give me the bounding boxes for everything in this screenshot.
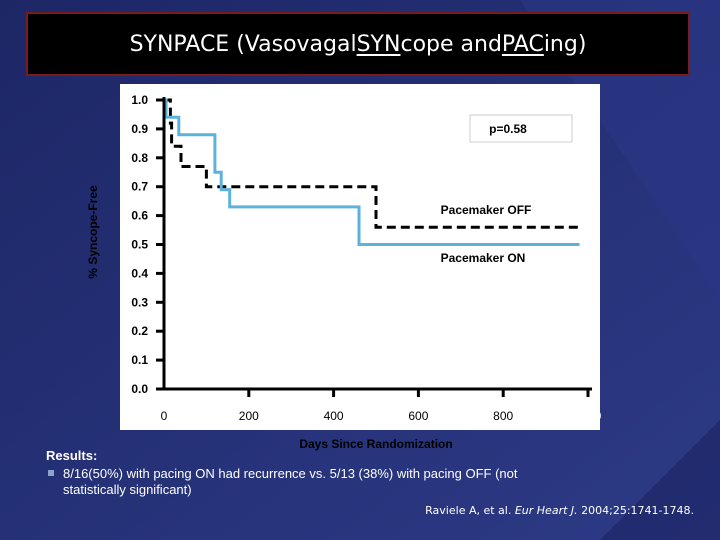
y-tick-label: 0.7 [131, 180, 148, 194]
x-axis-label: Days Since Randomization [299, 437, 452, 451]
title-part-4: PAC [501, 31, 544, 57]
citation: Raviele A, et al. Eur Heart J. 2004;25:1… [425, 504, 694, 517]
results-item-text: 8/16(50%) with pacing ON had recurrence … [63, 466, 518, 497]
bullet-icon [48, 470, 54, 476]
y-tick-label: 0.8 [131, 151, 148, 165]
x-tick-label: 0 [161, 409, 168, 423]
citation-authors: Raviele A, et al. [425, 504, 512, 517]
y-tick-label: 0.3 [131, 295, 148, 309]
x-tick-label: 200 [239, 409, 259, 423]
series-label-pacemaker-off: Pacemaker OFF [441, 203, 532, 217]
title-part-3: cope and [400, 31, 502, 57]
y-tick-label: 0.0 [131, 382, 148, 396]
x-tick-label: 1000 [575, 409, 602, 423]
citation-journal: Eur Heart J. [514, 504, 578, 517]
y-tick-label: 0.9 [131, 122, 148, 136]
citation-details: 2004;25:1741-1748. [581, 504, 694, 517]
series-label-pacemaker-on: Pacemaker ON [441, 251, 526, 265]
x-tick-label: 400 [324, 409, 344, 423]
y-tick-label: 1.0 [131, 93, 148, 107]
results-heading: Results: [46, 448, 98, 463]
y-tick-label: 0.6 [131, 209, 148, 223]
results-item: 8/16(50%) with pacing ON had recurrence … [46, 466, 583, 498]
title-part-1: SYNPACE (Vasovagal [129, 31, 357, 57]
y-tick-label: 0.4 [131, 266, 148, 280]
y-axis-label: % Syncope-Free [86, 185, 100, 279]
x-tick-label: 600 [408, 409, 428, 423]
pvalue-box [469, 114, 573, 143]
x-tick-label: 800 [493, 409, 513, 423]
slide-title: SYNPACE (Vasovagal SYN cope and PAC ing) [26, 12, 690, 76]
series-line-pacemaker-off [164, 98, 580, 229]
title-part-2: SYN [356, 31, 401, 57]
title-part-5: ing) [543, 31, 587, 57]
results-section: Results: 8/16(50%) with pacing ON had re… [46, 448, 583, 498]
y-tick-label: 0.1 [131, 353, 148, 367]
series-line-pacemaker-on [164, 98, 580, 246]
pvalue-label: p=0.58 [489, 122, 527, 136]
y-tick-label: 0.2 [131, 324, 148, 338]
y-tick-label: 0.5 [131, 238, 148, 252]
